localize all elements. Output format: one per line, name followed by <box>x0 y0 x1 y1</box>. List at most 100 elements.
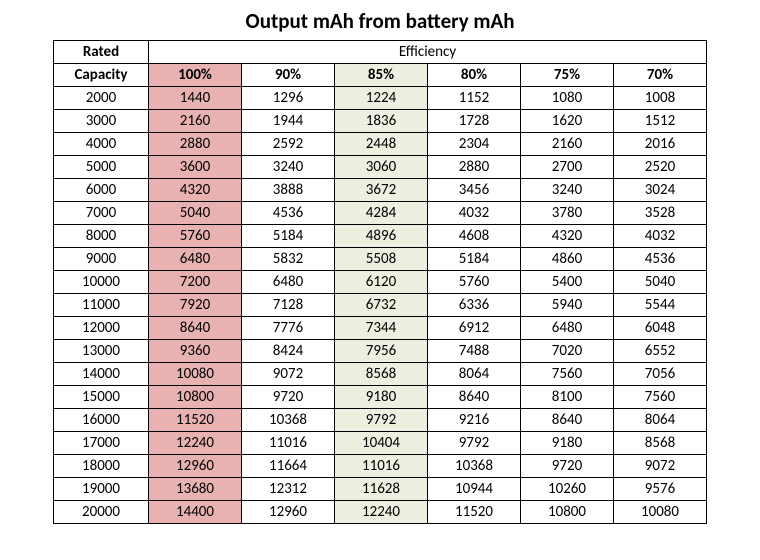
capacity-cell: 12000 <box>54 317 149 340</box>
value-cell: 1080 <box>521 87 614 110</box>
capacity-cell: 9000 <box>54 248 149 271</box>
value-cell: 3672 <box>335 179 428 202</box>
header-rated: Rated <box>54 41 149 64</box>
header-eff-75: 75% <box>521 64 614 87</box>
table-row: 150001080097209180864081007560 <box>54 386 707 409</box>
value-cell: 4284 <box>335 202 428 225</box>
header-eff-80: 80% <box>428 64 521 87</box>
capacity-cell: 5000 <box>54 156 149 179</box>
value-cell: 8424 <box>242 340 335 363</box>
value-cell: 11016 <box>242 432 335 455</box>
value-cell: 3240 <box>521 179 614 202</box>
table-row: 10000720064806120576054005040 <box>54 271 707 294</box>
value-cell: 10800 <box>521 501 614 524</box>
header-eff-100: 100% <box>149 64 242 87</box>
value-cell: 8568 <box>335 363 428 386</box>
table-row: 7000504045364284403237803528 <box>54 202 707 225</box>
value-cell: 5400 <box>521 271 614 294</box>
value-cell: 5832 <box>242 248 335 271</box>
value-cell: 7128 <box>242 294 335 317</box>
value-cell: 12960 <box>242 501 335 524</box>
value-cell: 6480 <box>242 271 335 294</box>
value-cell: 7560 <box>614 386 707 409</box>
value-cell: 10080 <box>149 363 242 386</box>
capacity-cell: 2000 <box>54 87 149 110</box>
value-cell: 9792 <box>335 409 428 432</box>
value-cell: 1836 <box>335 110 428 133</box>
table-row: 8000576051844896460843204032 <box>54 225 707 248</box>
value-cell: 1152 <box>428 87 521 110</box>
table-row: 13000936084247956748870206552 <box>54 340 707 363</box>
capacity-cell: 13000 <box>54 340 149 363</box>
value-cell: 1620 <box>521 110 614 133</box>
table-row: 1900013680123121162810944102609576 <box>54 478 707 501</box>
value-cell: 5508 <box>335 248 428 271</box>
capacity-cell: 4000 <box>54 133 149 156</box>
value-cell: 7056 <box>614 363 707 386</box>
table-row: 20000144001296012240115201080010080 <box>54 501 707 524</box>
value-cell: 5760 <box>428 271 521 294</box>
value-cell: 7344 <box>335 317 428 340</box>
header-row-2: Capacity 100% 90% 85% 80% 75% 70% <box>54 64 707 87</box>
value-cell: 4320 <box>149 179 242 202</box>
header-capacity: Capacity <box>54 64 149 87</box>
value-cell: 9360 <box>149 340 242 363</box>
value-cell: 6336 <box>428 294 521 317</box>
value-cell: 6912 <box>428 317 521 340</box>
capacity-cell: 20000 <box>54 501 149 524</box>
value-cell: 1944 <box>242 110 335 133</box>
value-cell: 12312 <box>242 478 335 501</box>
table-row: 12000864077767344691264806048 <box>54 317 707 340</box>
value-cell: 6480 <box>149 248 242 271</box>
table-row: 2000144012961224115210801008 <box>54 87 707 110</box>
value-cell: 10800 <box>149 386 242 409</box>
value-cell: 4536 <box>614 248 707 271</box>
value-cell: 12240 <box>335 501 428 524</box>
value-cell: 9180 <box>521 432 614 455</box>
value-cell: 7488 <box>428 340 521 363</box>
value-cell: 2160 <box>149 110 242 133</box>
value-cell: 3888 <box>242 179 335 202</box>
value-cell: 7776 <box>242 317 335 340</box>
value-cell: 6552 <box>614 340 707 363</box>
value-cell: 5760 <box>149 225 242 248</box>
value-cell: 14400 <box>149 501 242 524</box>
value-cell: 9576 <box>614 478 707 501</box>
value-cell: 1728 <box>428 110 521 133</box>
value-cell: 2304 <box>428 133 521 156</box>
table-row: 180001296011664110161036897209072 <box>54 455 707 478</box>
value-cell: 1224 <box>335 87 428 110</box>
value-cell: 5040 <box>614 271 707 294</box>
value-cell: 4032 <box>428 202 521 225</box>
value-cell: 5544 <box>614 294 707 317</box>
header-eff-85: 85% <box>335 64 428 87</box>
capacity-cell: 18000 <box>54 455 149 478</box>
value-cell: 9720 <box>521 455 614 478</box>
value-cell: 11520 <box>149 409 242 432</box>
value-cell: 10404 <box>335 432 428 455</box>
value-cell: 11016 <box>335 455 428 478</box>
capacity-cell: 11000 <box>54 294 149 317</box>
value-cell: 3780 <box>521 202 614 225</box>
value-cell: 11628 <box>335 478 428 501</box>
value-cell: 10368 <box>242 409 335 432</box>
value-cell: 5940 <box>521 294 614 317</box>
table-row: 11000792071286732633659405544 <box>54 294 707 317</box>
capacity-cell: 17000 <box>54 432 149 455</box>
value-cell: 11520 <box>428 501 521 524</box>
value-cell: 5040 <box>149 202 242 225</box>
value-cell: 11664 <box>242 455 335 478</box>
value-cell: 2880 <box>428 156 521 179</box>
capacity-cell: 3000 <box>54 110 149 133</box>
table-body: 2000144012961224115210801008300021601944… <box>54 87 707 524</box>
value-cell: 4032 <box>614 225 707 248</box>
capacity-cell: 14000 <box>54 363 149 386</box>
value-cell: 4896 <box>335 225 428 248</box>
value-cell: 8064 <box>428 363 521 386</box>
value-cell: 6732 <box>335 294 428 317</box>
value-cell: 2016 <box>614 133 707 156</box>
header-efficiency-span: Efficiency <box>149 41 707 64</box>
value-cell: 7560 <box>521 363 614 386</box>
value-cell: 3528 <box>614 202 707 225</box>
table-row: 140001008090728568806475607056 <box>54 363 707 386</box>
